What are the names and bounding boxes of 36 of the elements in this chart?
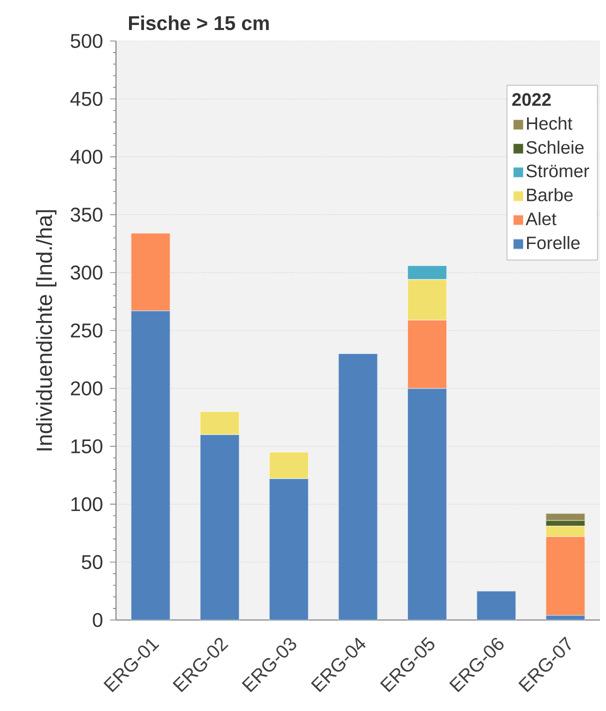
legend-label: Hecht <box>527 116 572 130</box>
bar <box>269 452 309 480</box>
legend-label: Strömer <box>526 164 590 178</box>
y-axis-title: Individuendichte [Ind./ha] <box>36 210 56 450</box>
bar <box>407 279 447 320</box>
bar <box>546 520 586 526</box>
legend-label: Forelle <box>527 236 580 250</box>
bar <box>338 353 378 620</box>
bar <box>476 590 516 620</box>
bar <box>130 232 170 312</box>
bar <box>200 434 240 620</box>
y-tick-label: 350 <box>70 208 102 222</box>
y-tick-label: 200 <box>70 381 102 396</box>
y-tick-label: 50 <box>82 555 102 570</box>
bar <box>407 388 447 620</box>
y-tick-label: 400 <box>70 150 102 164</box>
bar <box>269 478 309 620</box>
y-tick-label: 300 <box>70 266 102 280</box>
legend-label: Alet <box>526 212 556 226</box>
bar <box>546 536 586 616</box>
legend-title: 2022 <box>512 93 551 106</box>
y-tick-label: 100 <box>71 497 102 512</box>
legend-label: Schleie <box>526 140 584 154</box>
bar <box>200 411 240 436</box>
bar <box>407 320 447 389</box>
y-tick-label: 0 <box>92 612 102 628</box>
bar <box>130 310 170 620</box>
legend-label: Barbe <box>527 188 573 202</box>
bar <box>546 513 586 521</box>
bar <box>546 526 586 537</box>
y-tick-label: 450 <box>70 92 102 106</box>
bar <box>407 265 447 280</box>
y-tick-label: 500 <box>70 34 102 48</box>
y-tick-label: 150 <box>71 439 102 454</box>
chart-title: Fische > 15 cm <box>129 16 269 30</box>
y-tick-label: 250 <box>70 323 102 338</box>
